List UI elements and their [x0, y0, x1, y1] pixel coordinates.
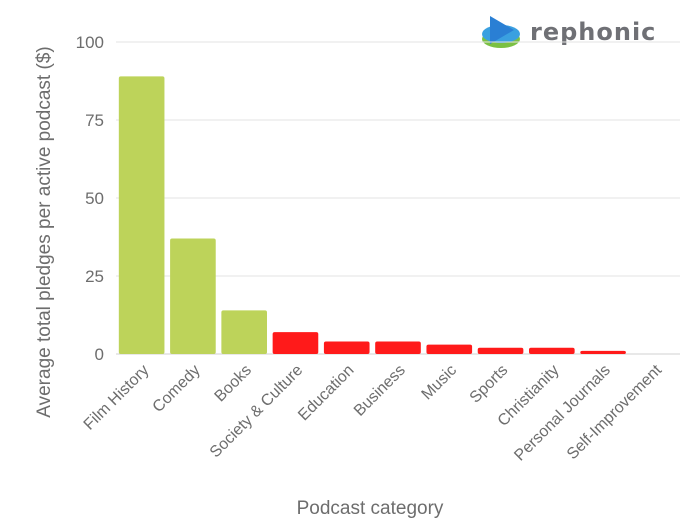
- x-tick-label: Personal Journals: [511, 362, 614, 465]
- y-tick-label: 0: [95, 345, 104, 364]
- y-tick-label: 50: [85, 189, 104, 208]
- bar-christianity: [529, 347, 575, 354]
- bar-sports: [477, 347, 524, 354]
- bar-education: [323, 341, 370, 354]
- brand-logo: rephonic: [480, 12, 656, 52]
- bar-personal-journals: [580, 350, 626, 354]
- x-tick-label: Comedy: [150, 362, 204, 416]
- y-tick-labels: 0 25 50 75 100: [76, 33, 104, 364]
- x-tick-label: Self-Improvement: [564, 361, 666, 463]
- x-tick-label: Music: [419, 362, 461, 404]
- bar-business: [375, 341, 421, 354]
- bars: [118, 76, 626, 354]
- x-tick-label: Business: [351, 362, 409, 420]
- x-tick-label: Books: [212, 362, 255, 405]
- brand-name: rephonic: [530, 18, 657, 46]
- y-tick-label: 75: [85, 111, 104, 130]
- x-tick-label: Film History: [81, 362, 153, 434]
- x-tick-label: Education: [295, 362, 357, 424]
- x-axis-label: Podcast category: [297, 498, 444, 519]
- y-tick-label: 100: [76, 33, 104, 52]
- bar-comedy: [170, 238, 216, 354]
- rephonic-logo-icon: [482, 16, 520, 48]
- bar-film-history: [118, 76, 165, 354]
- x-tick-label: Society & Culture: [207, 362, 306, 461]
- y-tick-label: 25: [85, 267, 104, 286]
- bar-society-culture: [272, 332, 319, 354]
- y-axis-label: Average total pledges per active podcast…: [34, 46, 55, 417]
- bar-music: [426, 344, 473, 354]
- x-tick-label: Sports: [467, 362, 512, 407]
- bar-books: [221, 310, 267, 354]
